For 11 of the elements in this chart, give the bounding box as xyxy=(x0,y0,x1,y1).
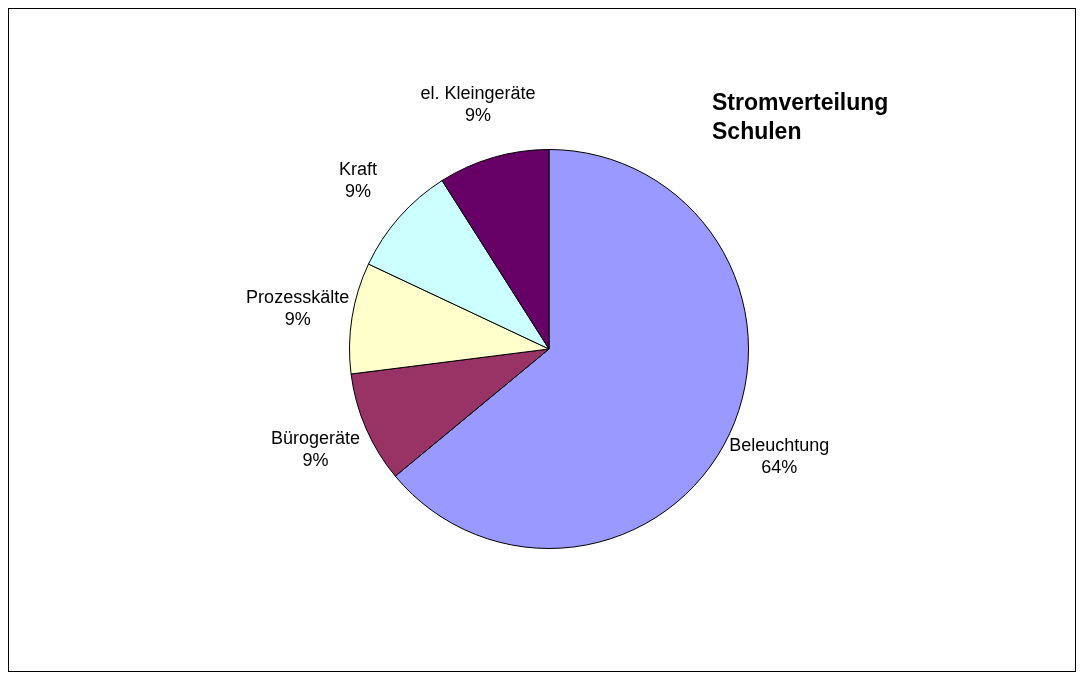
text: Stromverteilung Schulen xyxy=(712,88,889,146)
slice-label: el. Kleingeräte xyxy=(420,82,536,103)
data-label: 9% xyxy=(284,309,311,330)
slice-label: Beleuchtung xyxy=(729,435,830,456)
slice-label: Prozesskälte xyxy=(246,287,350,308)
data-label: 9% xyxy=(302,450,329,471)
slice-label: Bürogeräte xyxy=(270,428,360,449)
data-label: 9% xyxy=(464,104,491,125)
data-label: 9% xyxy=(345,180,372,201)
slice-label: Kraft xyxy=(339,158,378,179)
data-label: 64% xyxy=(761,457,798,478)
